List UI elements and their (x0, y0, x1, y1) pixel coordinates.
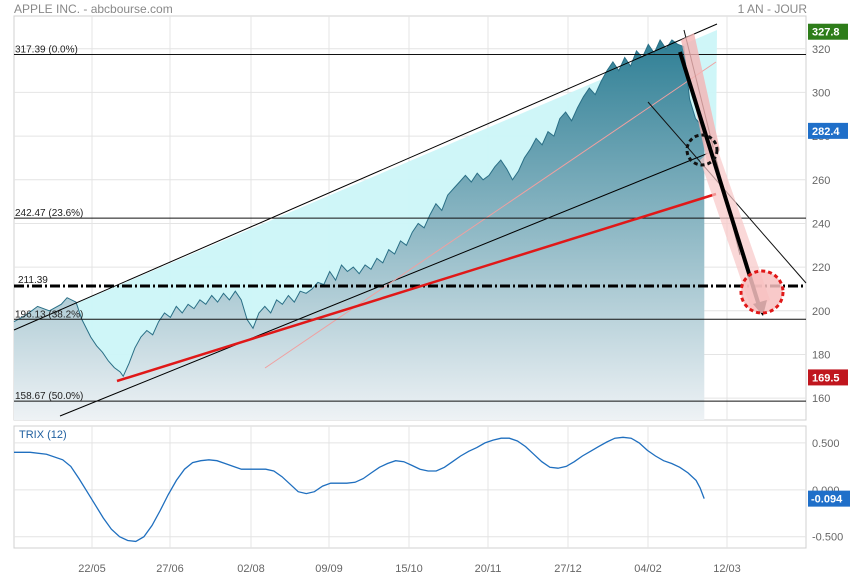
price-tag (808, 23, 848, 40)
x-tick-label: 20/11 (475, 563, 502, 575)
price-tag-label: 282.4 (812, 126, 840, 138)
down-arrow-shaft (678, 51, 763, 313)
x-tick-label: 02/08 (237, 563, 265, 575)
trix-line (14, 436, 705, 543)
price-area (14, 40, 705, 420)
x-tick-label: 04/02 (634, 563, 662, 575)
x-tick-label: 12/03 (713, 563, 741, 575)
fibonacci-label: 317.39 (0.0%) (15, 44, 78, 55)
y-tick-label: 300 (812, 87, 830, 99)
trix-last-label: -0.094 (811, 494, 843, 506)
channel-upper-line (13, 23, 718, 331)
price-tag (808, 122, 848, 139)
y-tick-label: 240 (812, 218, 830, 230)
fibonacci-label: 196.13 (38.2%) (15, 309, 83, 320)
trix-panel-frame (13, 425, 807, 549)
support-label: 211.39 (18, 275, 48, 286)
price-tag (808, 369, 848, 386)
current-price-circle (685, 133, 719, 167)
red-trend-line (116, 192, 717, 383)
down-band-upper (681, 33, 720, 167)
y-tick-label: 260 (812, 175, 830, 187)
channel-median-line (264, 61, 717, 369)
y-tick-label: 180 (812, 349, 830, 361)
trix-tick-label: 0.500 (812, 438, 840, 450)
fibonacci-label: 242.47 (23.6%) (15, 208, 83, 219)
target-circle (739, 269, 785, 315)
x-tick-label: 09/09 (315, 563, 343, 575)
target-circle-fill (741, 271, 783, 313)
price-tag-label: 169.5 (812, 372, 840, 384)
y-tick-label: 160 (812, 393, 830, 405)
fibonacci-label: 158.67 (50.0%) (15, 391, 83, 402)
y-tick-label: 220 (812, 262, 830, 274)
channel-lower-line (59, 149, 717, 417)
trix-tick-label: -0.500 (812, 532, 843, 544)
x-tick-label: 15/10 (395, 563, 423, 575)
trix-title: TRIX (12) (19, 429, 67, 441)
y-tick-label: 200 (812, 306, 830, 318)
price-line (13, 38, 705, 378)
y-tick-label: 320 (812, 44, 830, 56)
price-tag-label: 327.8 (812, 27, 840, 39)
chart-period: 1 AN - JOUR (737, 2, 807, 16)
chart-title: APPLE INC. - abcbourse.com (14, 2, 173, 16)
x-tick-label: 27/06 (156, 563, 184, 575)
trix-last-tag (808, 490, 850, 507)
x-tick-label: 27/12 (554, 563, 582, 575)
x-tick-label: 22/05 (78, 563, 106, 575)
